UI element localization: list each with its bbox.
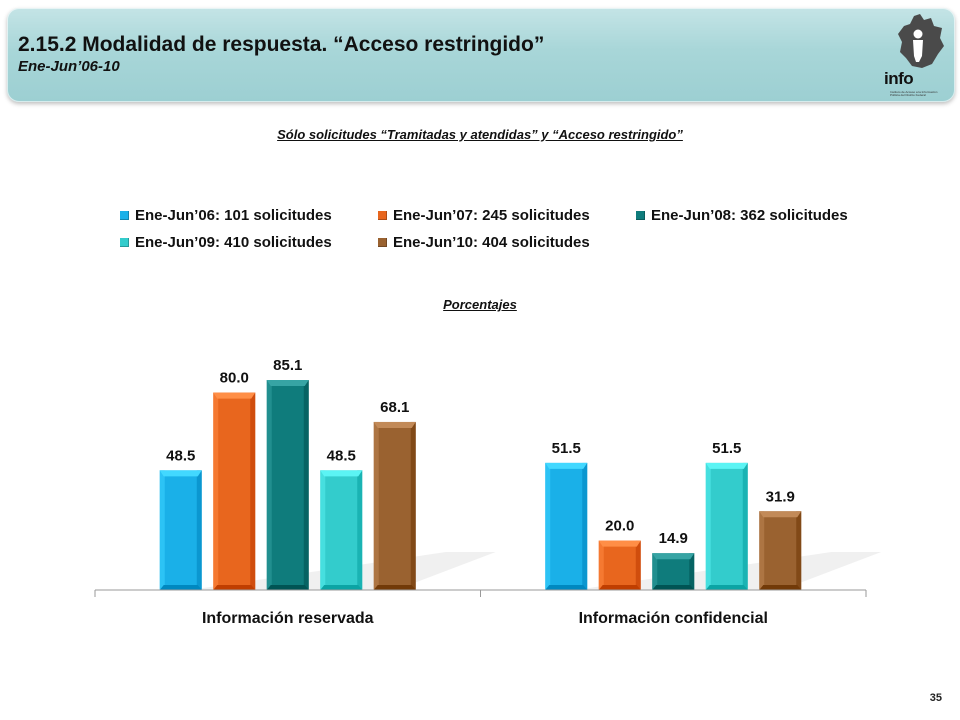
bar-highlight <box>598 540 604 590</box>
data-label: 14.9 <box>659 530 688 547</box>
data-label: 48.5 <box>166 447 195 464</box>
legend-item-2006: Ene-Jun’06: 101 solicitudes <box>120 204 332 226</box>
bar-cap <box>598 540 641 547</box>
bar <box>545 462 588 590</box>
bar-edge <box>796 511 802 590</box>
page-number: 35 <box>929 692 942 704</box>
bar-highlight <box>266 380 272 590</box>
bar-base <box>705 585 748 590</box>
percentages-heading: Porcentajes <box>443 297 517 312</box>
data-label: 31.9 <box>766 488 795 505</box>
bar-highlight <box>373 421 379 590</box>
legend-label: Ene-Jun’07: 245 solicitudes <box>393 206 590 224</box>
bar-cap <box>705 462 748 469</box>
bar-highlight <box>159 470 165 590</box>
bar-base <box>159 585 202 590</box>
logo-wordmark: info <box>884 69 914 88</box>
map-emblem-icon <box>898 14 944 68</box>
bar <box>652 553 695 590</box>
bar-base <box>373 585 416 590</box>
bar-edge <box>742 462 748 590</box>
info-logo: info Instituto de Acceso a la Informació… <box>884 12 950 98</box>
bar-edge <box>689 553 695 590</box>
bar-highlight <box>545 462 551 590</box>
bar-edge <box>635 540 641 590</box>
section-heading: Sólo solicitudes “Tramitadas y atendidas… <box>277 127 683 142</box>
bar <box>705 462 748 590</box>
legend-swatch <box>378 210 387 220</box>
legend-swatch <box>378 237 387 247</box>
bar-edge <box>357 470 363 590</box>
legend-item-2010: Ene-Jun’10: 404 solicitudes <box>378 231 590 253</box>
chart-legend: Ene-Jun’06: 101 solicitudes Ene-Jun’07: … <box>120 204 880 258</box>
data-label: 51.5 <box>552 440 581 457</box>
bar <box>159 470 202 590</box>
bar <box>759 511 802 590</box>
bar-edge <box>196 470 202 590</box>
slide-title: 2.15.2 Modalidad de respuesta. “Acceso r… <box>18 33 545 56</box>
data-label: 48.5 <box>327 447 356 464</box>
bar-highlight <box>705 462 711 590</box>
legend-label: Ene-Jun’09: 410 solicitudes <box>135 233 332 251</box>
header-banner <box>7 8 955 102</box>
bar-edge <box>250 392 256 590</box>
data-label: 80.0 <box>220 370 249 387</box>
bar-base <box>266 585 309 590</box>
bar-cap <box>652 553 695 560</box>
bar <box>213 392 256 590</box>
bar-base <box>545 585 588 590</box>
bar-cap <box>213 392 256 399</box>
bar-edge <box>410 421 416 590</box>
legend-label: Ene-Jun’06: 101 solicitudes <box>135 206 332 224</box>
bar-highlight <box>652 553 658 590</box>
bar-cap <box>266 380 309 386</box>
bar-base <box>598 585 641 590</box>
category-label: Información confidencial <box>579 610 768 627</box>
bar-cap <box>545 462 588 469</box>
bar-cap <box>159 470 202 477</box>
legend-label: Ene-Jun’08: 362 solicitudes <box>651 206 848 224</box>
bar-highlight <box>320 470 326 590</box>
legend-swatch <box>636 210 645 220</box>
bar-cap <box>759 511 802 518</box>
bar <box>266 380 309 590</box>
bar-cap <box>320 470 363 477</box>
bar-base <box>320 585 363 590</box>
data-label: 68.1 <box>380 399 409 416</box>
category-label: Información reservada <box>202 610 374 627</box>
bar-base <box>759 585 802 590</box>
bar-cap <box>373 421 416 428</box>
legend-swatch <box>120 210 129 220</box>
data-label: 85.1 <box>273 357 302 374</box>
logo-caption: Instituto de Acceso a la Información Púb… <box>890 91 938 97</box>
bar-highlight <box>213 392 219 590</box>
bar <box>373 421 416 590</box>
bar-base <box>652 585 695 590</box>
slide-subtitle: Ene-Jun’06-10 <box>18 58 120 75</box>
legend-item-2008: Ene-Jun’08: 362 solicitudes <box>636 204 848 226</box>
data-label: 20.0 <box>605 518 634 535</box>
bar <box>598 540 641 590</box>
bar-highlight <box>759 511 765 590</box>
legend-swatch <box>120 237 129 247</box>
data-label: 51.5 <box>712 440 741 457</box>
bar-edge <box>582 462 588 590</box>
legend-item-2009: Ene-Jun’09: 410 solicitudes <box>120 231 332 253</box>
bar <box>320 470 363 590</box>
legend-item-2007: Ene-Jun’07: 245 solicitudes <box>378 204 590 226</box>
bar-edge <box>303 380 309 590</box>
legend-label: Ene-Jun’10: 404 solicitudes <box>393 233 590 251</box>
bar-base <box>213 585 256 590</box>
